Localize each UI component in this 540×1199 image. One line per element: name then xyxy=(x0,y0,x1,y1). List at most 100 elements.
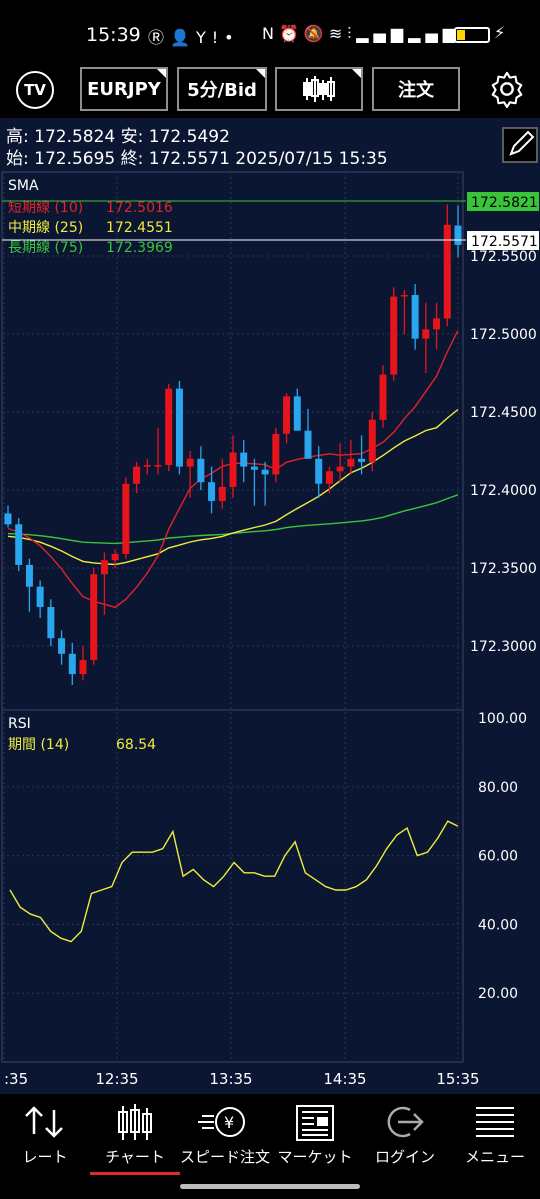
charging-icon: ⚡ xyxy=(494,23,506,42)
mute-icon: 🔕 xyxy=(303,24,329,43)
draw-tool-button[interactable] xyxy=(502,127,538,163)
nfc-icon: N xyxy=(262,24,279,43)
high-price-tag xyxy=(467,192,539,211)
yen-speed-icon: ¥ xyxy=(198,1107,245,1137)
candle-body xyxy=(293,396,301,431)
nav-market-label: マーケット xyxy=(277,1148,353,1166)
active-tab-indicator xyxy=(90,1172,180,1175)
candle-body xyxy=(368,419,376,462)
sma-long-value: 172.3969 xyxy=(106,240,173,256)
candle-body xyxy=(218,486,226,501)
person-add-icon: 👤 xyxy=(170,28,196,47)
candle-body xyxy=(58,638,66,654)
rsi-value: 68.54 xyxy=(116,737,156,753)
dropdown-corner-icon xyxy=(157,69,166,78)
order-label: 注文 xyxy=(398,80,434,101)
rsi-title: RSI xyxy=(8,716,31,732)
candle-body xyxy=(122,483,130,554)
sma-short-value: 172.5016 xyxy=(106,200,173,216)
candle-body xyxy=(229,452,237,487)
price-tick-label: 172.5000 xyxy=(470,327,537,343)
candle-body xyxy=(379,374,387,420)
rsi-axis: 100.00 80.00 60.00 40.00 20.00 xyxy=(478,711,527,1002)
symbol-button[interactable]: EURJPY xyxy=(80,67,168,111)
sma-long-line xyxy=(7,494,459,545)
rsi-line xyxy=(9,820,459,943)
price-axis: 172.5500 172.5000 172.4500 172.4000 172.3500… xyxy=(470,249,537,655)
yahoo-icon: Y! xyxy=(195,28,225,47)
notification-icons: Ⓡ👤Y!• xyxy=(148,24,240,48)
candle-body xyxy=(454,225,462,245)
dropdown-corner-icon xyxy=(352,69,361,78)
chart-type-button[interactable] xyxy=(275,67,363,111)
chart-area[interactable]: 高: 172.5824 安: 172.5492 始: 172.5695 終: 1… xyxy=(0,118,540,1094)
status-bar: 15:39 Ⓡ👤Y!• N⏰🔕≋⫶▂▄▆▂▄▆ ⚡ xyxy=(0,0,540,62)
rsi-tick-label: 40.00 xyxy=(478,917,518,933)
candle-body xyxy=(433,318,441,330)
rsi-tick-label: 80.00 xyxy=(478,780,518,796)
time-tick-label: :35 xyxy=(4,1070,28,1088)
nav-login-label: ログイン xyxy=(374,1148,435,1166)
candle-body xyxy=(111,553,119,561)
tradingview-logo-icon[interactable]: TV xyxy=(16,71,54,109)
signal-icon: ▂▄▆ xyxy=(356,24,409,43)
nav-market[interactable]: マーケット xyxy=(270,1094,360,1174)
r-app-icon: Ⓡ xyxy=(148,28,171,47)
candle-body xyxy=(175,388,183,467)
nav-speed-order[interactable]: ¥ スピード注文 xyxy=(180,1094,270,1174)
bottom-navigation: レート チャート ¥ スピード注文 マーケット xyxy=(0,1094,540,1199)
candle-body xyxy=(4,513,12,525)
sma-short-label: 短期線 (10) xyxy=(8,200,83,216)
rsi-tick-label: 100.00 xyxy=(478,711,527,727)
sma-mid-label: 中期線 (25) xyxy=(8,220,83,236)
chart-candle-icon xyxy=(118,1104,152,1140)
candle-body xyxy=(133,466,141,484)
signal-icon: ▂▄▆ xyxy=(408,24,461,43)
candle-body xyxy=(197,458,205,483)
ohlc-line-2: 始: 172.5695 終: 172.5571 2025/07/15 15:35 xyxy=(6,149,388,169)
gear-icon[interactable] xyxy=(488,70,526,108)
rsi-period-label: 期間 (14) xyxy=(8,737,69,753)
nav-rate[interactable]: レート xyxy=(0,1094,90,1174)
candle-body xyxy=(390,296,398,375)
candle-body xyxy=(250,466,258,470)
sma-mid-line xyxy=(7,408,459,566)
price-tick-label: 172.4500 xyxy=(470,405,537,421)
candle-body xyxy=(208,482,216,501)
rsi-line-group xyxy=(9,820,459,943)
last-price-tag-text: 172.5571 xyxy=(471,234,538,250)
nav-chart[interactable]: チャート xyxy=(90,1094,180,1174)
rate-arrows-icon xyxy=(25,1106,63,1138)
candle-body xyxy=(15,524,23,565)
nav-login[interactable]: ログイン xyxy=(360,1094,450,1174)
price-tick-label: 172.5500 xyxy=(470,249,537,265)
menu-icon xyxy=(476,1107,514,1137)
candle-body xyxy=(186,458,194,467)
wifi-icon: ≋ xyxy=(328,24,348,43)
svg-text:¥: ¥ xyxy=(224,1113,234,1132)
candle-body xyxy=(283,396,291,434)
toolbar: TV EURJPY 5分/Bid 注文 xyxy=(0,62,540,118)
sma-long-label: 長期線 (75) xyxy=(8,240,83,256)
time-tick-label: 15:35 xyxy=(436,1070,479,1088)
nav-rate-label: レート xyxy=(22,1148,68,1166)
home-indicator xyxy=(180,1184,360,1189)
login-arrow-icon xyxy=(387,1106,424,1138)
price-tick-label: 172.4000 xyxy=(470,483,537,499)
candle-body xyxy=(165,388,173,466)
price-tick-label: 172.3500 xyxy=(470,561,537,577)
candle-body xyxy=(261,469,269,475)
candle-body xyxy=(36,586,44,607)
candle-body xyxy=(90,574,98,661)
candle-body xyxy=(325,471,333,484)
nav-menu[interactable]: メニュー xyxy=(450,1094,540,1174)
order-button[interactable]: 注文 xyxy=(372,67,460,111)
high-price-tag-text: 172.5821 xyxy=(471,195,538,211)
candle-body xyxy=(411,295,419,339)
interval-button[interactable]: 5分/Bid xyxy=(177,67,267,111)
nav-speed-order-label: スピード注文 xyxy=(180,1148,271,1166)
time-tick-label: 13:35 xyxy=(209,1070,252,1088)
candle-body xyxy=(272,433,280,475)
sma-title: SMA xyxy=(8,178,39,194)
battery-icon xyxy=(454,27,490,43)
